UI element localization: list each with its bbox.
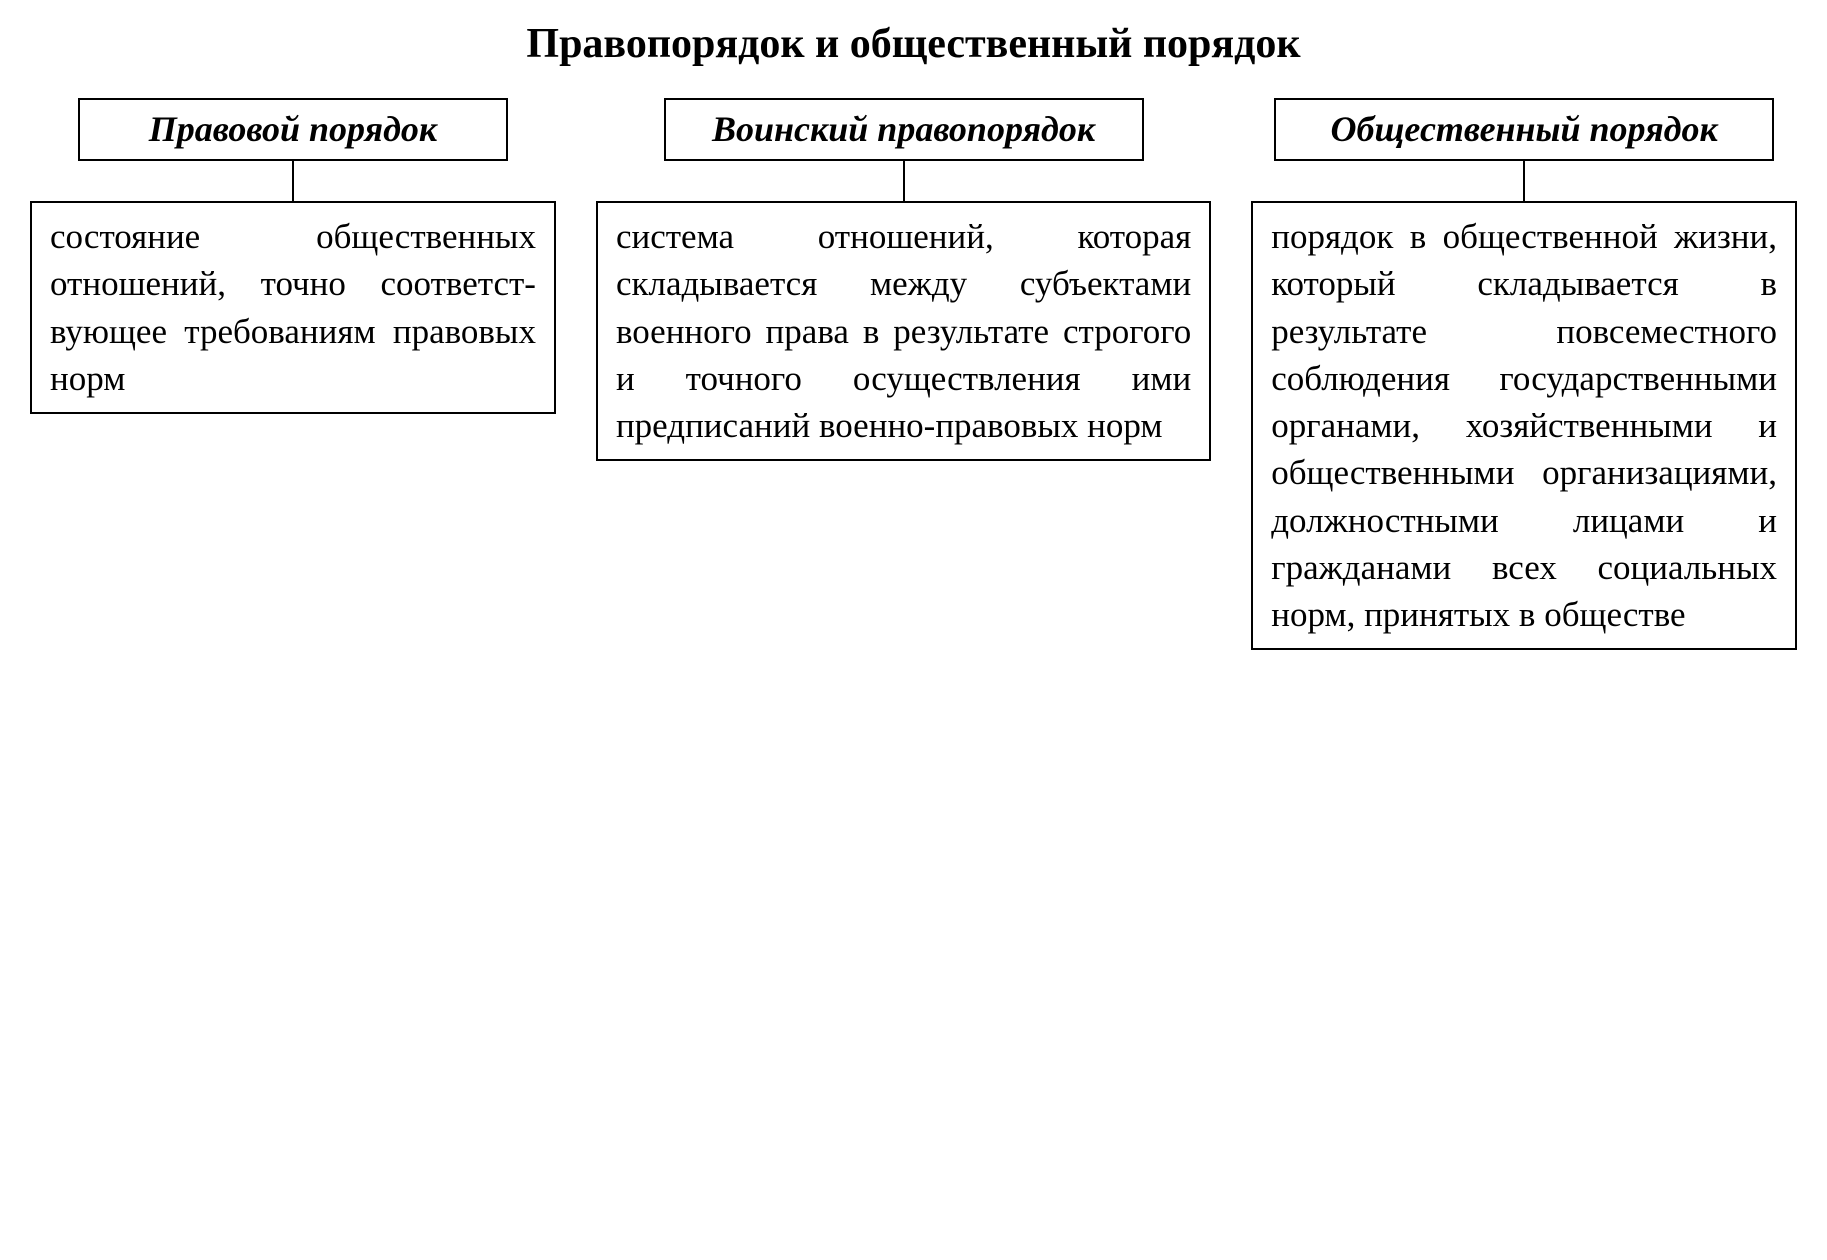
content-military-order: система отношений, кото­рая складывается… bbox=[596, 201, 1211, 461]
connector-line bbox=[1523, 161, 1525, 201]
header-legal-order: Правовой порядок bbox=[78, 98, 508, 161]
page-title: Правопорядок и общественный порядок bbox=[30, 20, 1797, 68]
column-military-order: Воинский правопорядок система отношений,… bbox=[596, 98, 1211, 461]
connector-line bbox=[903, 161, 905, 201]
header-public-order: Общественный порядок bbox=[1274, 98, 1774, 161]
connector-line bbox=[292, 161, 294, 201]
header-military-order: Воинский правопорядок bbox=[664, 98, 1144, 161]
content-legal-order: состояние общест­венных отношений, точно… bbox=[30, 201, 556, 414]
content-public-order: порядок в общест­венной жизни, ко­торый … bbox=[1251, 201, 1797, 650]
diagram-columns: Правовой порядок состояние общест­венных… bbox=[30, 98, 1797, 650]
column-public-order: Общественный порядок порядок в общест­ве… bbox=[1251, 98, 1797, 650]
column-legal-order: Правовой порядок состояние общест­венных… bbox=[30, 98, 556, 414]
